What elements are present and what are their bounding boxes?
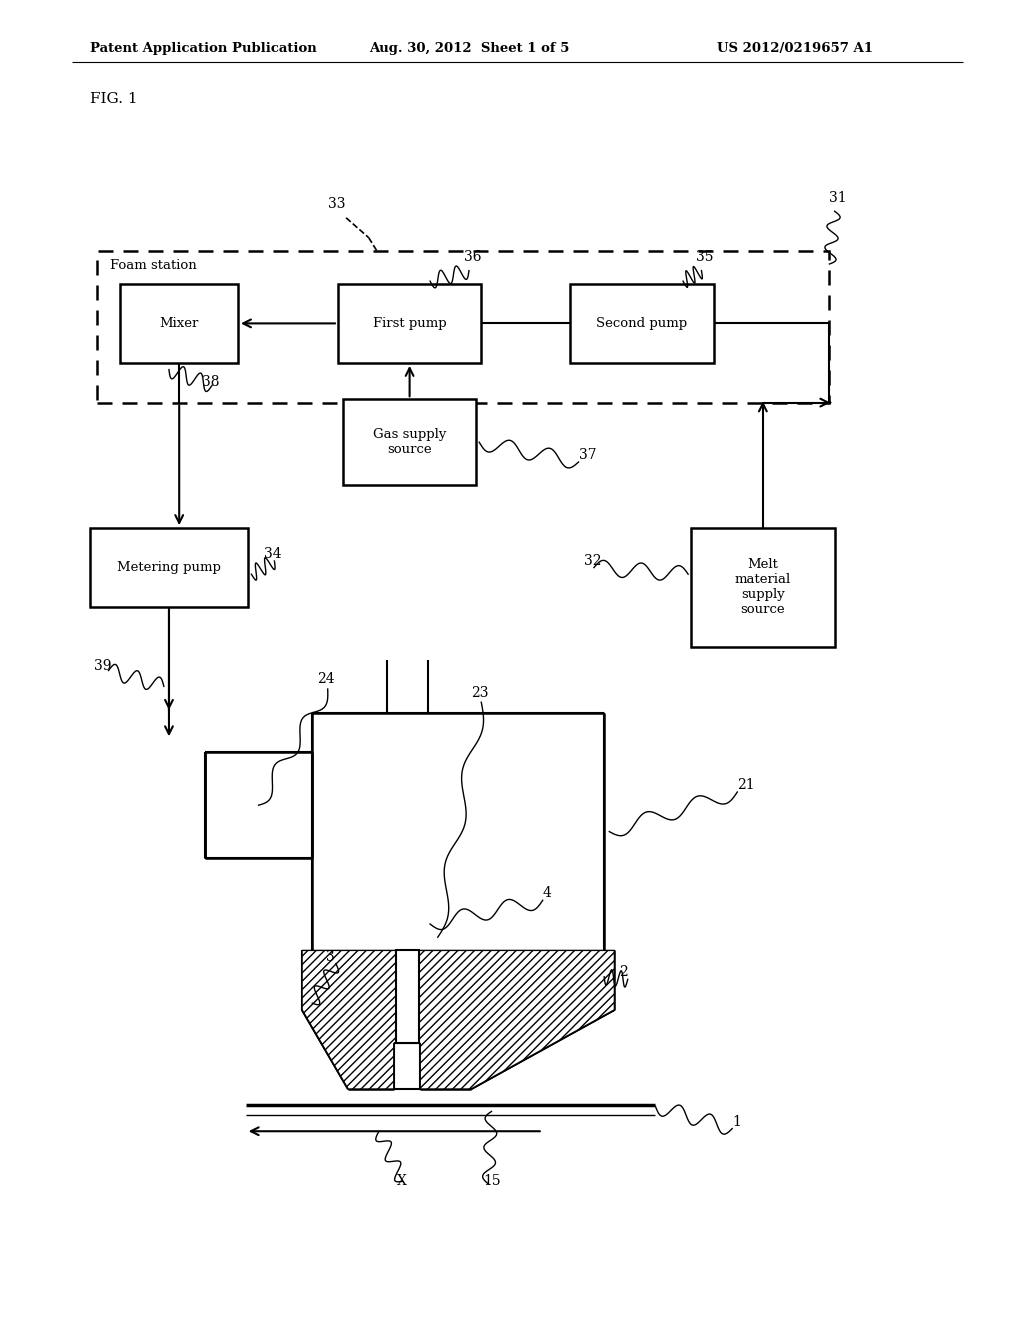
Text: 15: 15 — [483, 1173, 501, 1188]
Text: X: X — [397, 1173, 408, 1188]
Text: Mixer: Mixer — [160, 317, 199, 330]
Text: Second pump: Second pump — [597, 317, 687, 330]
Bar — [691, 528, 835, 647]
Text: US 2012/0219657 A1: US 2012/0219657 A1 — [717, 42, 872, 55]
Text: 24: 24 — [317, 672, 335, 686]
Text: Patent Application Publication: Patent Application Publication — [90, 42, 316, 55]
Text: 38: 38 — [202, 375, 219, 389]
Bar — [97, 251, 829, 403]
Text: Foam station: Foam station — [110, 259, 197, 272]
Text: 2: 2 — [620, 965, 629, 979]
Text: Melt
material
supply
source: Melt material supply source — [735, 558, 791, 616]
Bar — [396, 950, 419, 1043]
Text: 33: 33 — [328, 197, 345, 211]
Text: 35: 35 — [696, 249, 714, 264]
Bar — [343, 399, 476, 484]
Text: FIG. 1: FIG. 1 — [90, 92, 138, 107]
Text: 37: 37 — [579, 447, 596, 462]
Text: 31: 31 — [829, 190, 847, 205]
Text: 3: 3 — [326, 949, 335, 964]
Text: 21: 21 — [737, 777, 755, 792]
Text: 4: 4 — [543, 886, 552, 900]
Text: First pump: First pump — [373, 317, 446, 330]
Text: 36: 36 — [464, 249, 481, 264]
Polygon shape — [302, 950, 614, 1089]
Bar — [338, 284, 481, 363]
Text: Metering pump: Metering pump — [117, 561, 221, 574]
Text: 34: 34 — [264, 546, 282, 561]
Text: Gas supply
source: Gas supply source — [373, 428, 446, 457]
Text: Aug. 30, 2012  Sheet 1 of 5: Aug. 30, 2012 Sheet 1 of 5 — [369, 42, 569, 55]
Bar — [90, 528, 248, 607]
Text: 23: 23 — [471, 685, 488, 700]
Bar — [570, 284, 714, 363]
Text: 39: 39 — [94, 659, 112, 673]
Text: 1: 1 — [732, 1114, 741, 1129]
Bar — [121, 284, 238, 363]
Text: 32: 32 — [584, 553, 601, 568]
